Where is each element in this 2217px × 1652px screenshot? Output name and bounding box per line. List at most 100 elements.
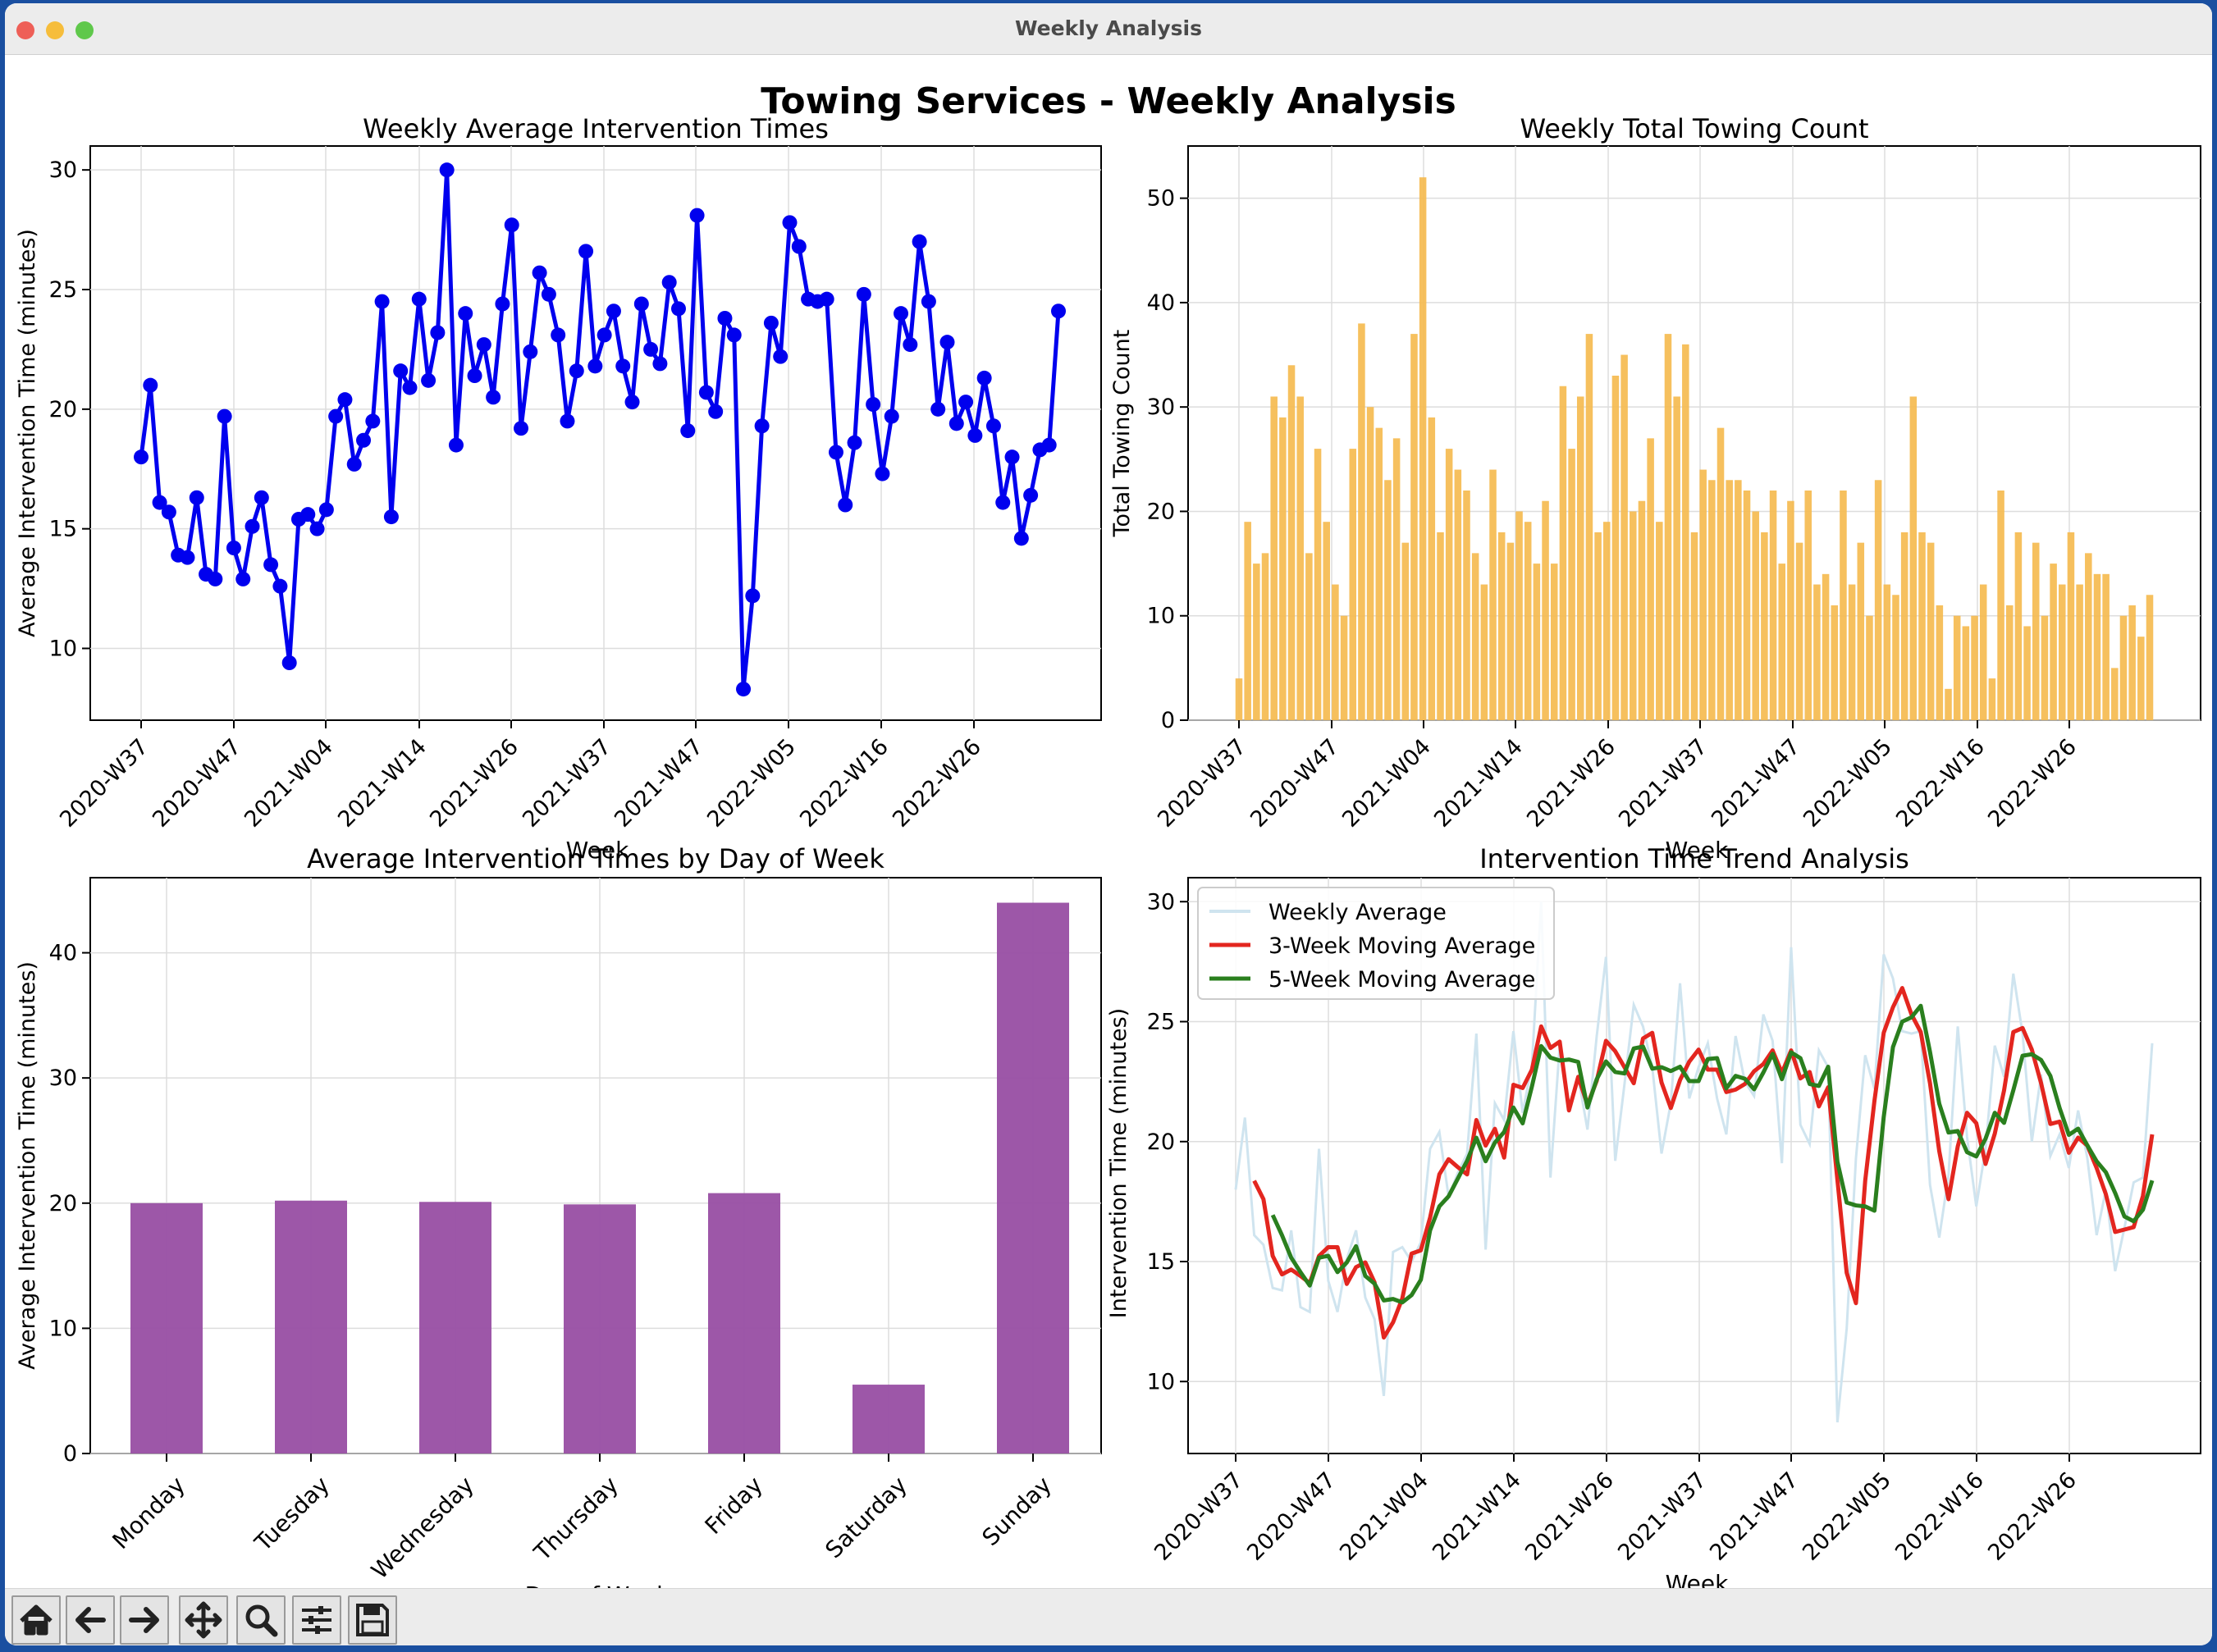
bar	[1795, 542, 1803, 720]
bar	[1489, 469, 1497, 720]
y-tick-label: 15	[49, 517, 77, 542]
y-tick-label: 25	[1147, 1010, 1175, 1035]
forward-button[interactable]	[120, 1595, 169, 1645]
bar	[1866, 615, 1873, 720]
bar	[2076, 584, 2083, 720]
x-tick-label: 2022-W26	[1983, 734, 2082, 833]
data-point	[949, 416, 964, 431]
close-window-button[interactable]	[16, 21, 34, 39]
data-point	[458, 306, 473, 322]
x-tick-label: 2021-W37	[1614, 734, 1712, 833]
bar	[2111, 668, 2119, 720]
series-line	[139, 167, 1061, 691]
bar	[1787, 500, 1794, 720]
data-point	[569, 363, 584, 379]
data-point	[551, 327, 566, 343]
data-point	[467, 368, 482, 383]
x-tick-label: 2021-W26	[425, 734, 523, 833]
x-tick-label: 2021-W14	[333, 734, 432, 833]
bar	[1261, 553, 1269, 720]
legend-label: 3-Week Moving Average	[1268, 933, 1535, 959]
y-tick-label: 20	[49, 397, 77, 422]
pan-icon	[185, 1601, 222, 1639]
y-tick-label: 10	[49, 1316, 77, 1341]
bar	[1235, 678, 1243, 720]
bar	[1638, 500, 1646, 720]
x-tick-label: 2021-W47	[1707, 734, 1805, 833]
data-point	[856, 286, 871, 302]
minimize-window-button[interactable]	[46, 21, 64, 39]
bar	[2102, 573, 2110, 720]
y-tick-label: 10	[1147, 1369, 1175, 1394]
bar	[1559, 386, 1567, 720]
data-point	[560, 413, 575, 429]
save-button[interactable]	[348, 1595, 397, 1645]
maximize-window-button[interactable]	[75, 21, 94, 39]
data-point	[1004, 450, 1020, 465]
data-point	[624, 395, 640, 410]
data-point	[1041, 437, 1057, 453]
bar	[1630, 511, 1637, 720]
y-axis-label: Total Towing Count	[1109, 330, 1135, 538]
configure-subplots-button[interactable]	[292, 1595, 341, 1645]
back-arrow-icon	[75, 1607, 106, 1633]
bar	[1690, 532, 1698, 720]
y-tick-label: 15	[1147, 1249, 1175, 1275]
bar	[1682, 344, 1689, 720]
bar	[1673, 396, 1680, 720]
x-tick-label: 2020-W37	[55, 734, 153, 833]
data-point	[365, 413, 381, 429]
legend-label: Weekly Average	[1268, 900, 1447, 925]
chart-title: Weekly Average Intervention Times	[363, 113, 829, 144]
data-point	[791, 239, 807, 254]
data-point	[1051, 303, 1066, 319]
data-point	[300, 507, 316, 523]
zoom-button[interactable]	[236, 1595, 286, 1645]
data-point	[504, 217, 519, 233]
data-point	[689, 208, 705, 223]
bar	[1533, 564, 1541, 720]
bar	[2041, 615, 2049, 720]
bar	[1716, 427, 1725, 720]
y-tick-label: 20	[49, 1191, 77, 1216]
bar	[2014, 532, 2023, 720]
figure-suptitle: Towing Services - Weekly Analysis	[761, 80, 1456, 122]
back-button[interactable]	[66, 1595, 115, 1645]
legend-box	[1197, 887, 1555, 1000]
x-tick-label: 2021-W14	[1429, 734, 1528, 833]
x-tick-label: 2021-W47	[1705, 1467, 1803, 1566]
data-point	[819, 291, 834, 307]
data-point	[430, 325, 446, 340]
x-axis-label: Day of Week	[525, 1581, 671, 1588]
x-tick-label: Tuesday	[249, 1472, 335, 1558]
bar	[130, 1202, 203, 1453]
y-tick-label: 25	[49, 277, 77, 303]
pan-button[interactable]	[179, 1595, 228, 1645]
home-button[interactable]	[11, 1595, 61, 1645]
bar	[1270, 396, 1278, 720]
bar	[2005, 605, 2014, 720]
chart-title: Intervention Time Trend Analysis	[1479, 843, 1909, 874]
x-axis-label: Week	[566, 837, 629, 864]
data-point	[346, 456, 362, 472]
data-point	[967, 427, 983, 443]
bar	[1349, 449, 1357, 720]
plot-area	[89, 145, 1102, 721]
data-point	[1023, 487, 1039, 503]
bar	[1647, 438, 1654, 720]
data-point	[318, 502, 334, 518]
bar	[1305, 553, 1313, 720]
x-axis-label: Week	[1666, 837, 1729, 864]
configure-subplots-icon	[302, 1606, 331, 1634]
bar	[1953, 615, 1961, 720]
x-tick-label: Thursday	[528, 1472, 624, 1567]
x-axis-label: Week	[1666, 1570, 1729, 1588]
bar	[1822, 573, 1830, 720]
bar	[1524, 522, 1532, 720]
data-point	[847, 435, 862, 450]
data-point	[661, 275, 677, 290]
x-tick-label: 2022-W26	[888, 734, 986, 833]
data-point	[476, 337, 491, 353]
bar	[1699, 469, 1707, 720]
data-point	[180, 550, 195, 565]
